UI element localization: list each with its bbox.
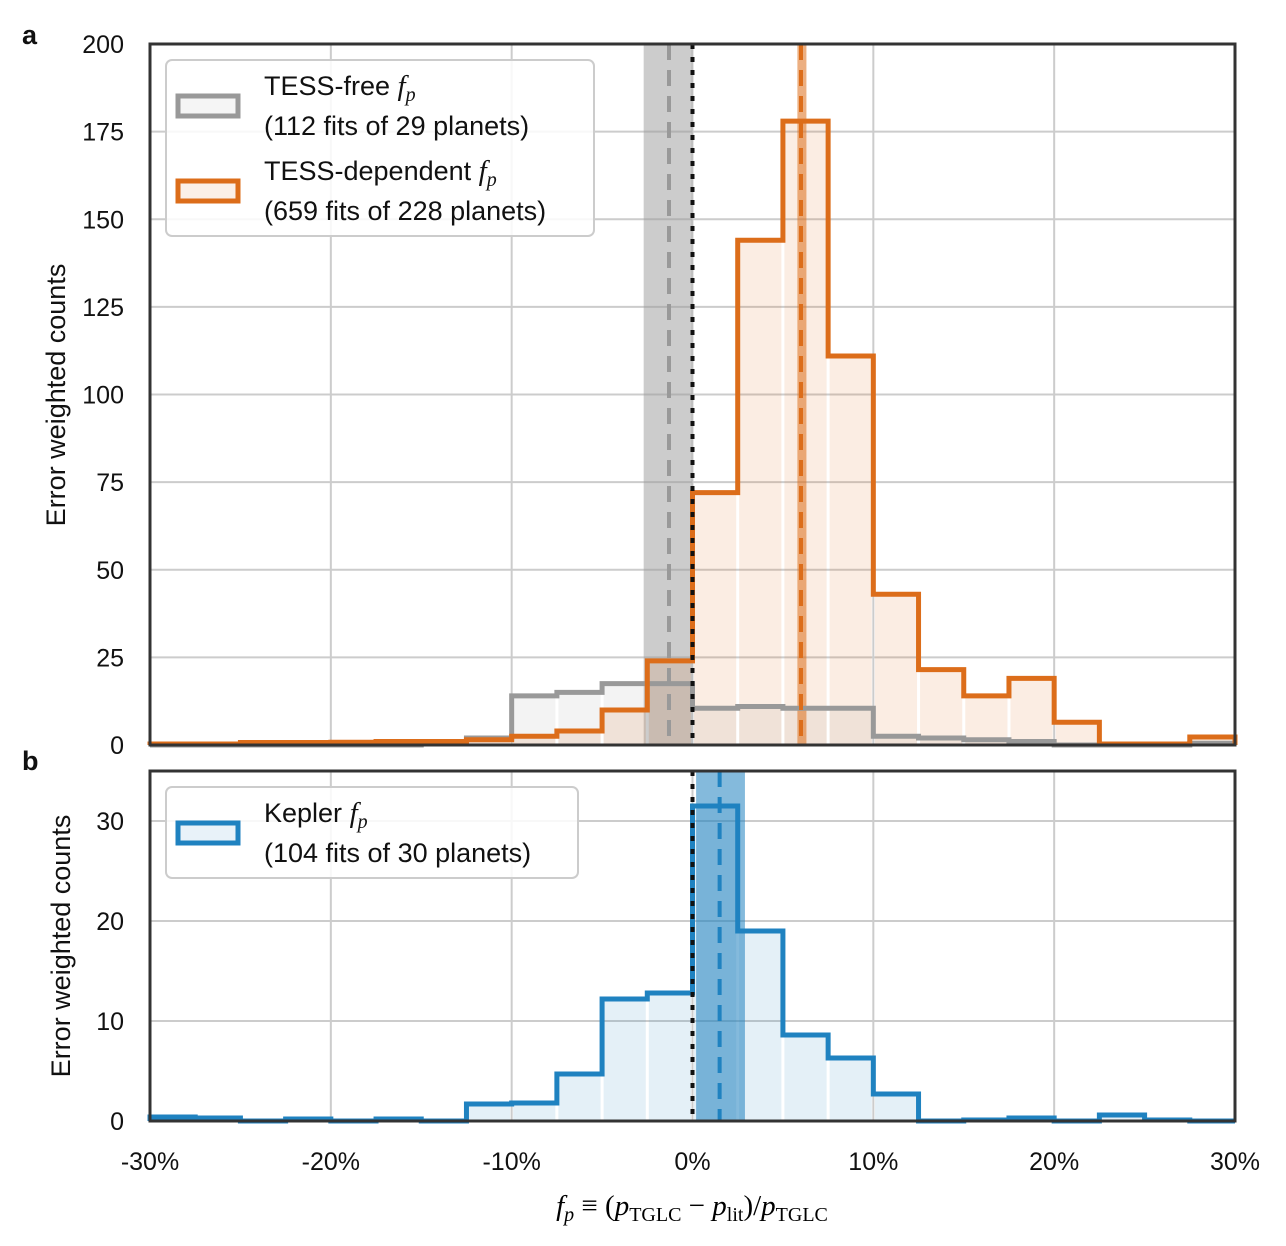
y-tick-label: 150 [82, 206, 124, 234]
legend-entry-count: (112 fits of 29 planets) [264, 111, 529, 141]
legend-name-text: TESS-dependent [264, 156, 479, 186]
legend-swatch [175, 93, 241, 119]
histogram-bar [1100, 1115, 1144, 1121]
y-tick-label: 100 [82, 382, 124, 410]
legend-box [165, 59, 595, 237]
y-tick-label: 75 [96, 469, 124, 497]
x-tick-label: -10% [482, 1148, 540, 1176]
legend-entry-name: TESS-dependent fp [264, 155, 497, 191]
histogram-bar [739, 240, 782, 745]
y-tick-label: 0 [110, 1108, 124, 1136]
panel-a: 0 25 50 75 100 125 150 175 200 TESS-free fp (112 f… [82, 31, 1238, 760]
histogram-bar [874, 1094, 918, 1121]
y-axis-label-b: Error weighted counts [46, 815, 76, 1078]
legend-box [165, 786, 579, 879]
histogram-bar [648, 993, 691, 1121]
y-axis-label-a: Error weighted counts [41, 264, 71, 527]
histogram-bar [829, 355, 872, 745]
legend-name-sub: p [485, 169, 497, 191]
histogram-bar [603, 999, 646, 1121]
histogram-bar [874, 594, 918, 745]
histogram-bar [513, 1103, 556, 1121]
y-tick-label: 125 [82, 294, 124, 322]
histogram-step-line [147, 118, 1238, 747]
histogram-bar [784, 1035, 827, 1121]
y-tick-label: 200 [82, 31, 124, 59]
panel-label-a: a [22, 20, 38, 50]
legend-name-sub: p [356, 811, 368, 833]
histogram-bar [603, 709, 646, 745]
x-tick-label: -20% [302, 1148, 360, 1176]
histogram-bar [467, 1104, 511, 1121]
legend-entry-name: Kepler fp [264, 797, 368, 833]
plot-frame [148, 769, 1237, 1123]
histogram-bar [513, 736, 556, 745]
legend-entry-count: (659 fits of 228 planets) [264, 196, 546, 226]
legend-swatch [175, 178, 241, 204]
histogram-bar [558, 730, 601, 745]
legend-entry-count: (104 fits of 30 planets) [264, 838, 531, 868]
x-tick-label: -30% [121, 1148, 179, 1176]
x-tick-label: 20% [1029, 1148, 1079, 1176]
histogram-bar [558, 692, 601, 745]
x-tick-label: 30% [1210, 1148, 1260, 1176]
y-tick-label: 175 [82, 119, 124, 147]
histogram-bar [467, 739, 511, 745]
histogram-bar [739, 706, 782, 745]
histogram-bar [1055, 722, 1098, 745]
y-tick-label: 25 [96, 644, 124, 672]
y-tick-label: 10 [96, 1008, 124, 1036]
legend-name-text: Kepler [264, 798, 350, 828]
x-axis-label: fp ≡ (pTGLC − plit)/pTGLC [556, 1190, 828, 1226]
histogram-bar [739, 931, 782, 1121]
legend-entry-name: TESS-free fp [264, 70, 416, 106]
histogram-bar [829, 1058, 872, 1121]
legend-name-sub: p [404, 84, 416, 106]
histogram-bar [965, 739, 1008, 745]
y-tick-label: 0 [110, 732, 124, 760]
x-tick-label: 0% [674, 1148, 710, 1176]
legend-swatch [175, 820, 241, 846]
histogram-bar [965, 695, 1008, 745]
histogram-bar [1010, 678, 1053, 745]
legend-name-text: TESS-free [264, 71, 398, 101]
y-tick-label: 30 [96, 808, 124, 836]
y-tick-label: 50 [96, 557, 124, 585]
histogram-bar [920, 669, 963, 745]
histogram-bar [694, 492, 737, 745]
plot-frame [148, 42, 1237, 747]
y-tick-label: 20 [96, 908, 124, 936]
panel-label-b: b [22, 746, 39, 776]
histogram-bar [829, 708, 872, 745]
histogram-bar [558, 1074, 601, 1121]
histogram-bar [920, 737, 963, 745]
histogram-bar [874, 736, 918, 745]
histogram-bar [694, 708, 737, 745]
x-tick-label: 10% [848, 1148, 898, 1176]
panel-b: 0 10 20 30 Kepler fp (104 fits of 30 planets)… [96, 769, 1260, 1176]
histogram-bar [603, 683, 646, 745]
